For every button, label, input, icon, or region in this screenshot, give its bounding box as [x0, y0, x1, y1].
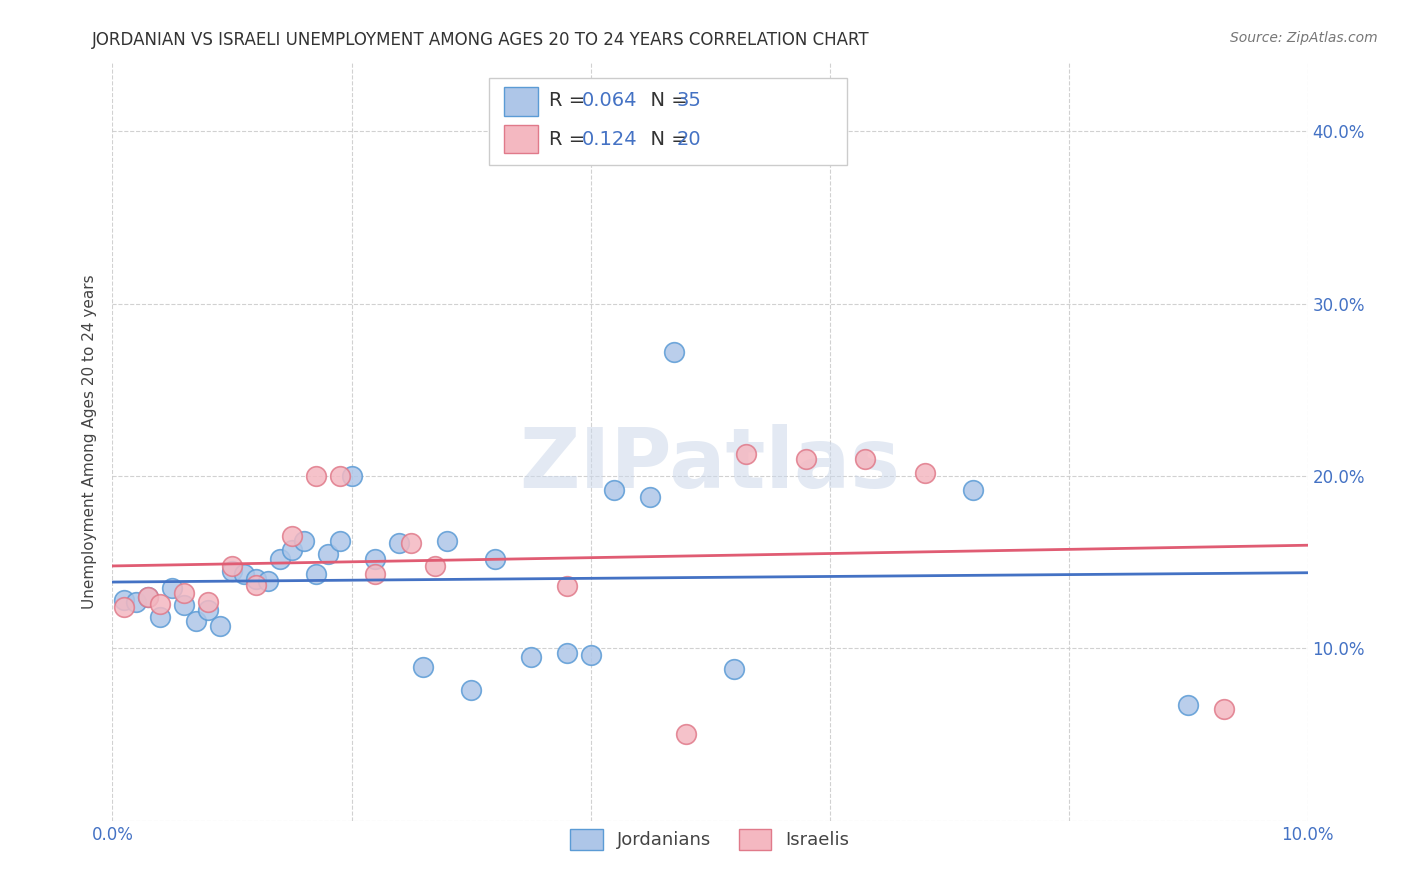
Text: N =: N =	[638, 91, 695, 110]
Point	[245, 573, 267, 587]
Point	[520, 649, 543, 664]
Point	[735, 447, 758, 461]
Point	[257, 574, 280, 588]
Point	[316, 547, 339, 561]
Point	[281, 529, 304, 543]
Point	[197, 595, 219, 609]
Point	[138, 590, 160, 604]
Point	[114, 593, 135, 607]
Point	[149, 597, 172, 611]
Point	[114, 599, 135, 614]
Text: Source: ZipAtlas.com: Source: ZipAtlas.com	[1230, 31, 1378, 45]
Point	[794, 451, 817, 466]
Point	[425, 558, 447, 573]
Point	[664, 345, 686, 359]
Point	[138, 590, 160, 604]
Text: N =: N =	[638, 129, 695, 149]
Point	[914, 466, 936, 480]
Bar	[505, 87, 538, 115]
Point	[579, 648, 602, 663]
Point	[186, 614, 208, 628]
Point	[555, 579, 578, 593]
Point	[149, 610, 172, 624]
Point	[329, 534, 352, 549]
Point	[173, 599, 195, 613]
Point	[855, 451, 877, 466]
Text: 20: 20	[676, 129, 702, 149]
Point	[162, 581, 183, 595]
Point	[340, 469, 363, 483]
Point	[555, 647, 578, 661]
Point	[281, 543, 304, 558]
Bar	[505, 125, 538, 153]
Text: 0.124: 0.124	[582, 129, 638, 149]
Point	[305, 469, 328, 483]
Point	[484, 551, 506, 566]
Point	[962, 483, 984, 497]
Point	[221, 564, 243, 578]
Point	[269, 551, 291, 566]
Point	[197, 603, 219, 617]
Text: JORDANIAN VS ISRAELI UNEMPLOYMENT AMONG AGES 20 TO 24 YEARS CORRELATION CHART: JORDANIAN VS ISRAELI UNEMPLOYMENT AMONG …	[91, 31, 869, 49]
Point	[233, 567, 256, 582]
Point	[1177, 698, 1199, 713]
Point	[640, 490, 662, 504]
Point	[460, 682, 482, 697]
Text: ZIPatlas: ZIPatlas	[520, 424, 900, 505]
Point	[245, 577, 267, 591]
Point	[125, 595, 148, 609]
Point	[388, 536, 411, 550]
Point	[603, 483, 626, 497]
Point	[173, 586, 195, 600]
Point	[675, 727, 697, 741]
Point	[436, 534, 458, 549]
Point	[305, 567, 328, 582]
Text: R =: R =	[548, 129, 598, 149]
Point	[1213, 701, 1236, 715]
Text: 35: 35	[676, 91, 702, 110]
Text: R =: R =	[548, 91, 591, 110]
FancyBboxPatch shape	[489, 78, 848, 165]
Point	[292, 534, 315, 549]
Point	[364, 567, 387, 582]
Point	[209, 619, 232, 633]
Point	[329, 469, 352, 483]
Point	[723, 662, 745, 676]
Point	[401, 536, 423, 550]
Legend: Jordanians, Israelis: Jordanians, Israelis	[564, 822, 856, 857]
Point	[221, 558, 243, 573]
Point	[412, 660, 434, 674]
Point	[364, 551, 387, 566]
Text: 0.064: 0.064	[582, 91, 638, 110]
Y-axis label: Unemployment Among Ages 20 to 24 years: Unemployment Among Ages 20 to 24 years	[82, 274, 97, 609]
